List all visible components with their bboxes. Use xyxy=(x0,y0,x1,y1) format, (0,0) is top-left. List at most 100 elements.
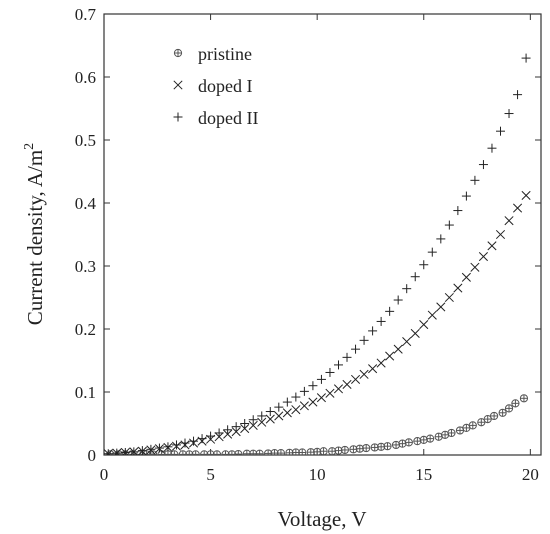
y-tick-label: 0.2 xyxy=(75,320,96,339)
data-point xyxy=(376,316,386,326)
data-point xyxy=(154,443,164,453)
series-marks xyxy=(104,53,531,455)
data-point xyxy=(427,310,437,320)
data-point xyxy=(248,420,258,430)
data-point xyxy=(368,326,378,336)
plot-frame xyxy=(103,13,542,456)
data-point xyxy=(299,401,309,411)
data-point xyxy=(504,404,514,413)
data-point xyxy=(521,53,531,63)
data-point xyxy=(355,444,364,453)
y-axis-tick-labels: 0 0.1 0.2 0.3 0.4 0.5 0.6 0.7 xyxy=(75,5,97,465)
data-point xyxy=(146,444,156,454)
data-point xyxy=(274,411,284,421)
data-point xyxy=(490,411,499,421)
data-point xyxy=(276,449,286,455)
legend-symbol xyxy=(173,112,183,122)
x-tick-label: 10 xyxy=(309,465,326,484)
data-point xyxy=(495,229,506,240)
data-point xyxy=(342,352,352,362)
data-point xyxy=(478,160,488,170)
data-point xyxy=(427,247,437,257)
data-point xyxy=(478,251,488,262)
data-point xyxy=(362,443,371,453)
legend-marker-pristine xyxy=(173,48,183,58)
data-point xyxy=(470,175,480,185)
series-doped-i xyxy=(104,190,531,455)
data-point xyxy=(120,447,130,455)
data-point xyxy=(368,364,378,374)
data-point xyxy=(410,272,420,282)
data-point xyxy=(299,386,309,396)
x-axis-tick-labels: 0 5 10 15 20 xyxy=(100,465,539,484)
data-point xyxy=(137,446,147,455)
data-point xyxy=(206,431,216,441)
data-point xyxy=(104,449,113,455)
data-point xyxy=(197,434,207,444)
y-tick-label: 0.6 xyxy=(75,68,96,87)
data-point xyxy=(383,442,392,451)
data-point xyxy=(487,241,497,251)
data-point xyxy=(265,407,275,417)
y-tick-label: 0.5 xyxy=(75,131,96,150)
legend-marker-doped-i xyxy=(173,80,183,90)
data-point xyxy=(419,320,429,330)
data-point xyxy=(291,392,301,402)
data-point xyxy=(274,402,284,412)
data-point xyxy=(461,191,471,201)
data-point xyxy=(495,126,505,136)
y-tick-label: 0 xyxy=(88,446,97,465)
data-point xyxy=(234,449,243,455)
legend-item-doped-ii: doped II xyxy=(173,108,258,128)
data-point xyxy=(512,203,523,213)
data-point xyxy=(257,411,267,421)
data-point xyxy=(189,436,199,446)
data-point xyxy=(453,283,463,293)
data-point xyxy=(504,109,514,119)
data-point xyxy=(410,328,420,338)
data-point xyxy=(487,143,497,153)
data-point xyxy=(298,448,307,455)
series-pristine xyxy=(106,394,529,455)
legend-item-pristine: pristine xyxy=(173,44,252,64)
data-point xyxy=(319,447,328,455)
data-point xyxy=(248,415,258,425)
data-point xyxy=(333,384,344,394)
data-point xyxy=(308,381,318,391)
data-point xyxy=(426,434,435,443)
data-point xyxy=(453,206,463,216)
data-point xyxy=(402,284,412,294)
legend-label-doped-ii: doped II xyxy=(198,108,258,128)
data-point xyxy=(393,344,403,354)
data-point xyxy=(129,447,139,455)
data-point xyxy=(163,442,173,452)
data-point xyxy=(291,405,301,415)
data-point xyxy=(519,394,529,403)
data-point xyxy=(402,337,412,347)
data-point xyxy=(240,419,250,428)
data-point xyxy=(170,450,179,455)
data-point xyxy=(376,358,386,368)
data-point xyxy=(393,295,403,305)
data-point xyxy=(282,408,292,418)
data-point xyxy=(444,220,454,230)
data-point xyxy=(342,379,352,389)
data-point xyxy=(461,272,471,282)
data-point xyxy=(419,260,429,270)
data-point xyxy=(470,262,480,272)
data-point xyxy=(468,421,477,430)
y-axis-title-superscript: 2 xyxy=(22,143,37,150)
x-tick-label: 5 xyxy=(206,465,215,484)
data-point xyxy=(231,422,241,432)
data-point xyxy=(325,388,335,398)
legend-marker-doped-ii xyxy=(173,112,183,122)
x-tick-label: 15 xyxy=(415,465,432,484)
data-point xyxy=(511,399,520,408)
data-point xyxy=(477,418,486,427)
data-point xyxy=(385,351,395,361)
data-point xyxy=(513,90,523,100)
data-point xyxy=(359,335,369,345)
data-point xyxy=(391,440,401,450)
data-point xyxy=(255,449,264,455)
